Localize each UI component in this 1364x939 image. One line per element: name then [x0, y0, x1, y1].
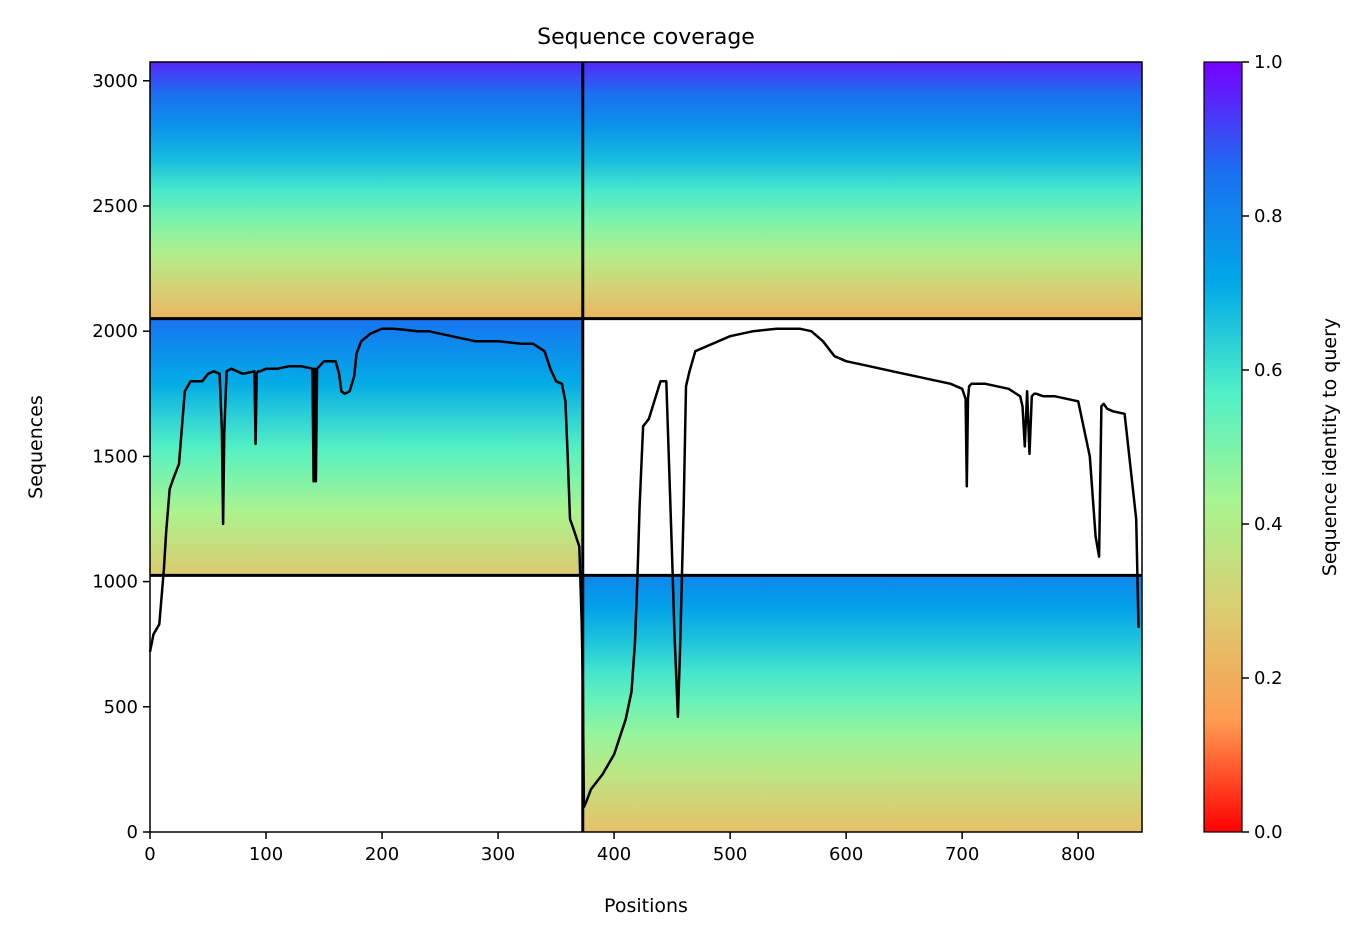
chart-title: Sequence coverage	[537, 25, 755, 50]
y-tick-label: 1500	[92, 446, 138, 467]
y-tick-label: 2500	[92, 196, 138, 217]
colorbar-tick-label: 0.0	[1254, 822, 1283, 843]
x-tick-label: 0	[144, 844, 155, 865]
x-tick-label: 600	[829, 844, 863, 865]
heatmap-block	[150, 318, 583, 576]
y-tick-label: 3000	[92, 71, 138, 92]
y-tick-label: 0	[127, 822, 138, 843]
x-axis-label: Positions	[604, 895, 688, 917]
colorbar-tick-label: 0.6	[1254, 360, 1283, 381]
y-axis-label: Sequences	[25, 395, 47, 499]
y-tick-label: 1000	[92, 572, 138, 593]
plot-frame	[149, 61, 1143, 833]
x-tick-label: 500	[713, 844, 747, 865]
colorbar-gradient	[1203, 61, 1243, 833]
coverage-layer	[148, 62, 1142, 832]
y-tick-label: 2000	[92, 321, 138, 342]
coverage-line	[148, 327, 1140, 809]
axes: 0 100 200 300 400 500 600 700 800 0 500 1000 1500 200…	[92, 61, 1143, 865]
x-tick-label: 800	[1061, 844, 1095, 865]
heatmap-block	[582, 575, 1142, 832]
colorbar-tick-label: 0.4	[1254, 514, 1283, 535]
colorbar-tick-label: 0.2	[1254, 668, 1283, 689]
x-tick-label: 300	[481, 844, 515, 865]
x-tick-label: 700	[945, 844, 979, 865]
heatmap-blocks	[150, 62, 1142, 832]
heatmap-block	[150, 62, 583, 319]
y-tick-label: 500	[104, 697, 138, 718]
x-tick-label: 100	[249, 844, 283, 865]
colorbar-label: Sequence identity to query	[1319, 318, 1341, 576]
x-tick-label: 200	[365, 844, 399, 865]
colorbar: 0.0 0.2 0.4 0.6 0.8 1.0	[1203, 52, 1283, 843]
colorbar-tick-label: 0.8	[1254, 206, 1283, 227]
colorbar-tick-label: 1.0	[1254, 52, 1283, 73]
heatmap-block	[582, 62, 1142, 319]
x-tick-label: 400	[597, 844, 631, 865]
